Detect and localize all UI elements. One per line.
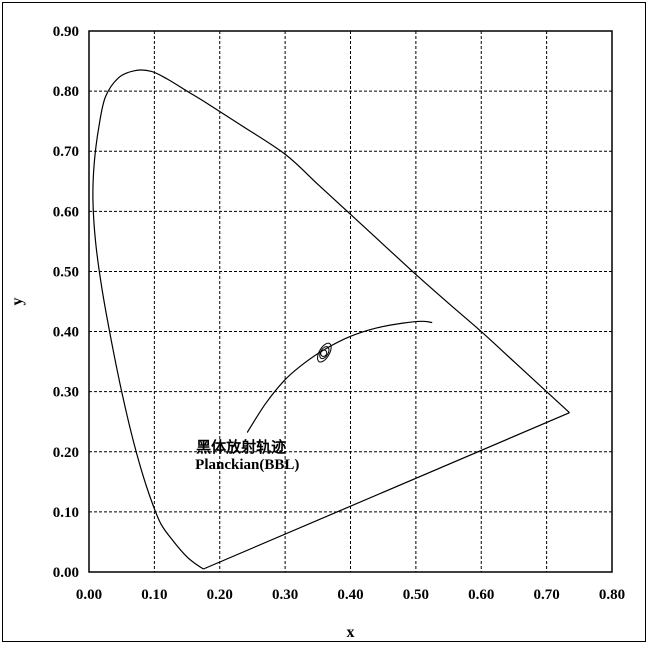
x-tick-label: 0.60 xyxy=(468,587,494,603)
x-tick-label: 0.10 xyxy=(141,587,167,603)
x-tick-label: 0.40 xyxy=(337,587,363,603)
y-axis-label: y xyxy=(9,298,26,306)
tick-label-layer: 0.00 0.10 0.20 0.30 0.40 0.50 0.60 0.70 0.80 0.00… xyxy=(53,24,625,603)
y-tick-label: 0.80 xyxy=(53,84,79,100)
y-tick-label: 0.90 xyxy=(53,24,79,40)
y-tick-label: 0.20 xyxy=(53,445,79,461)
y-tick-label: 0.50 xyxy=(53,264,79,280)
macadam-ellipse-core xyxy=(320,349,328,357)
plot-area-border xyxy=(88,30,613,573)
y-tick-label: 0.60 xyxy=(53,204,79,220)
annotation-planckian-bbl: Planckian(BBL) xyxy=(195,457,299,473)
series-purple-line xyxy=(203,412,570,570)
x-tick-label: 0.70 xyxy=(534,587,560,603)
y-tick-label: 0.70 xyxy=(53,144,79,160)
macadam-ellipse-outer xyxy=(317,342,332,363)
x-tick-label: 0.50 xyxy=(403,587,429,603)
y-tick-label: 0.30 xyxy=(53,385,79,401)
y-tick-label: 0.40 xyxy=(53,325,79,341)
x-tick-label: 0.30 xyxy=(272,587,298,603)
x-axis-label: x xyxy=(347,624,355,641)
x-tick-label: 0.20 xyxy=(207,587,233,603)
x-tick-label: 0.80 xyxy=(599,587,625,603)
grid-layer xyxy=(89,31,612,572)
series-layer xyxy=(92,69,570,570)
y-tick-label: 0.10 xyxy=(53,505,79,521)
macadam-ellipse-inner xyxy=(319,346,330,360)
y-tick-label: 0.00 xyxy=(53,565,79,581)
x-tick-label: 0.00 xyxy=(76,587,102,603)
series-spectral-locus xyxy=(92,69,570,570)
series-planckian-locus xyxy=(246,320,433,433)
annotation-blackbody-locus-cn: 黑体放射轨迹 xyxy=(196,438,286,456)
